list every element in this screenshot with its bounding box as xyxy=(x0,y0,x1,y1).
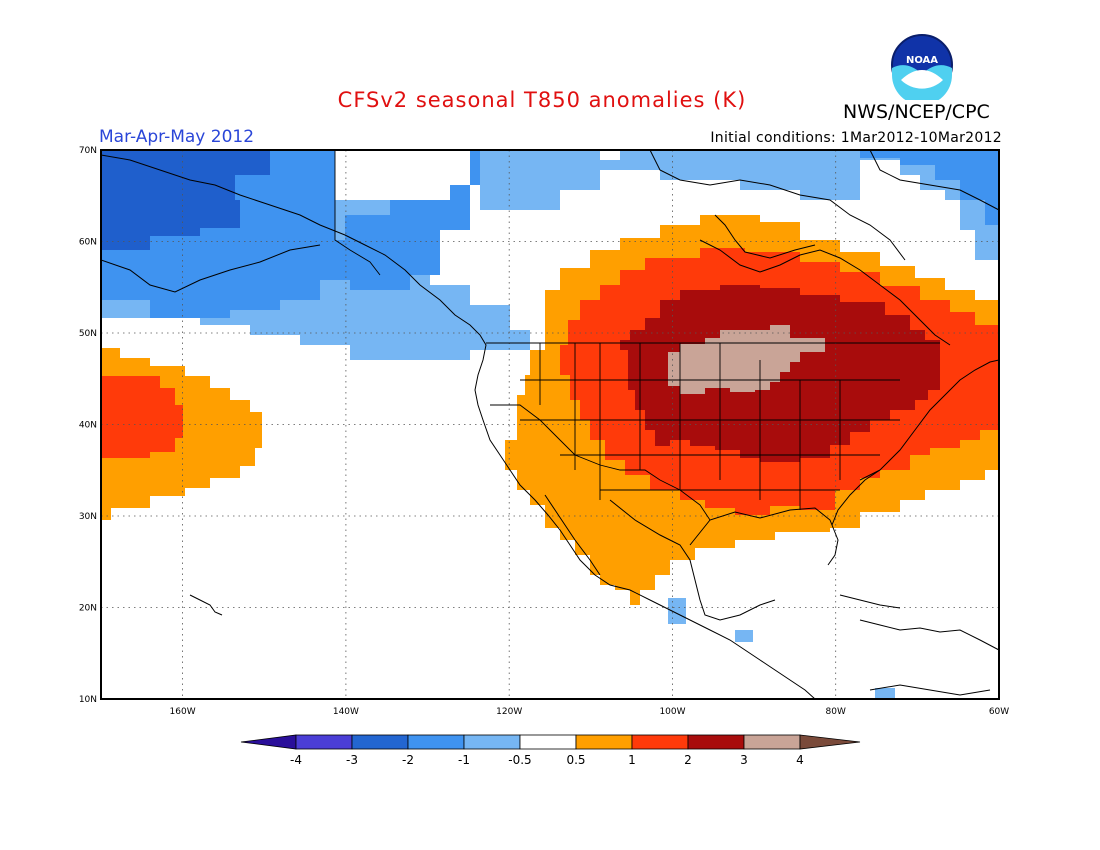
noaa-logo-text: NOAA xyxy=(906,55,938,66)
initial-conditions-label: Initial conditions: 1Mar2012-10Mar2012 xyxy=(710,130,1002,146)
gridlines xyxy=(101,150,999,699)
colorbar-swatch-3-4 xyxy=(743,734,801,750)
colorbar-swatch-below-4 xyxy=(240,734,297,750)
lat-label-20n: 20N xyxy=(79,604,97,614)
colorbar-swatch-2-3 xyxy=(687,734,745,750)
lat-label-60n: 60N xyxy=(79,238,97,248)
colorbar-swatch-above-4 xyxy=(799,734,861,750)
lat-label-30n: 30N xyxy=(79,512,97,522)
cold-light-region-cenam xyxy=(735,630,753,642)
colorbar-label-neg4: -4 xyxy=(290,753,302,767)
noaa-logo: NOAA xyxy=(891,34,953,100)
colorbar-label-neg2: -2 xyxy=(402,753,414,767)
colorbar-label-neg1: -1 xyxy=(458,753,470,767)
lon-label-140w: 140W xyxy=(333,707,359,717)
lat-label-10n: 10N xyxy=(79,695,97,705)
cold-light-region-caribbean xyxy=(875,688,895,699)
lon-label-100w: 100W xyxy=(659,707,685,717)
lon-label-160w: 160W xyxy=(170,707,196,717)
cold-dark-region xyxy=(101,150,270,250)
cold-light-region-mexico xyxy=(668,598,686,624)
colorbar-swatch-4-3 xyxy=(295,734,353,750)
map-frame xyxy=(100,149,1000,700)
organization-label: NWS/NCEP/CPC xyxy=(843,101,990,123)
colorbar-label-1: 1 xyxy=(628,753,636,767)
colorbar-swatch-05-1 xyxy=(575,734,633,750)
season-label: Mar-Apr-May 2012 xyxy=(99,127,255,147)
warm-red-region-pacific xyxy=(101,376,183,458)
colorbar-swatch-2-1 xyxy=(407,734,465,750)
coastlines xyxy=(101,150,999,699)
lon-label-60w: 60W xyxy=(989,707,1009,717)
warm-tan-region-conus xyxy=(668,325,825,394)
lat-label-70n: 70N xyxy=(79,146,97,156)
cold-mid-region-east xyxy=(860,150,999,225)
lon-label-80w: 80W xyxy=(826,707,846,717)
anomaly-fields xyxy=(101,150,999,699)
colorbar-swatch-3-2 xyxy=(351,734,409,750)
colorbar-swatch-near-zero xyxy=(519,734,577,750)
chart-title: CFSv2 seasonal T850 anomalies (K) xyxy=(337,88,747,112)
colorbar-label-neg3: -3 xyxy=(346,753,358,767)
colorbar-label-05: 0.5 xyxy=(566,753,585,767)
lat-label-50n: 50N xyxy=(79,329,97,339)
lon-label-120w: 120W xyxy=(496,707,522,717)
colorbar-label-2: 2 xyxy=(684,753,692,767)
colorbar-label-neg05: -0.5 xyxy=(508,753,531,767)
lat-label-40n: 40N xyxy=(79,421,97,431)
colorbar-swatch-1-05 xyxy=(463,734,521,750)
colorbar-label-3: 3 xyxy=(740,753,748,767)
colorbar-swatch-1-2 xyxy=(631,734,689,750)
political-borders xyxy=(334,150,940,521)
colorbar-label-4: 4 xyxy=(796,753,804,767)
colorbar xyxy=(240,734,861,750)
